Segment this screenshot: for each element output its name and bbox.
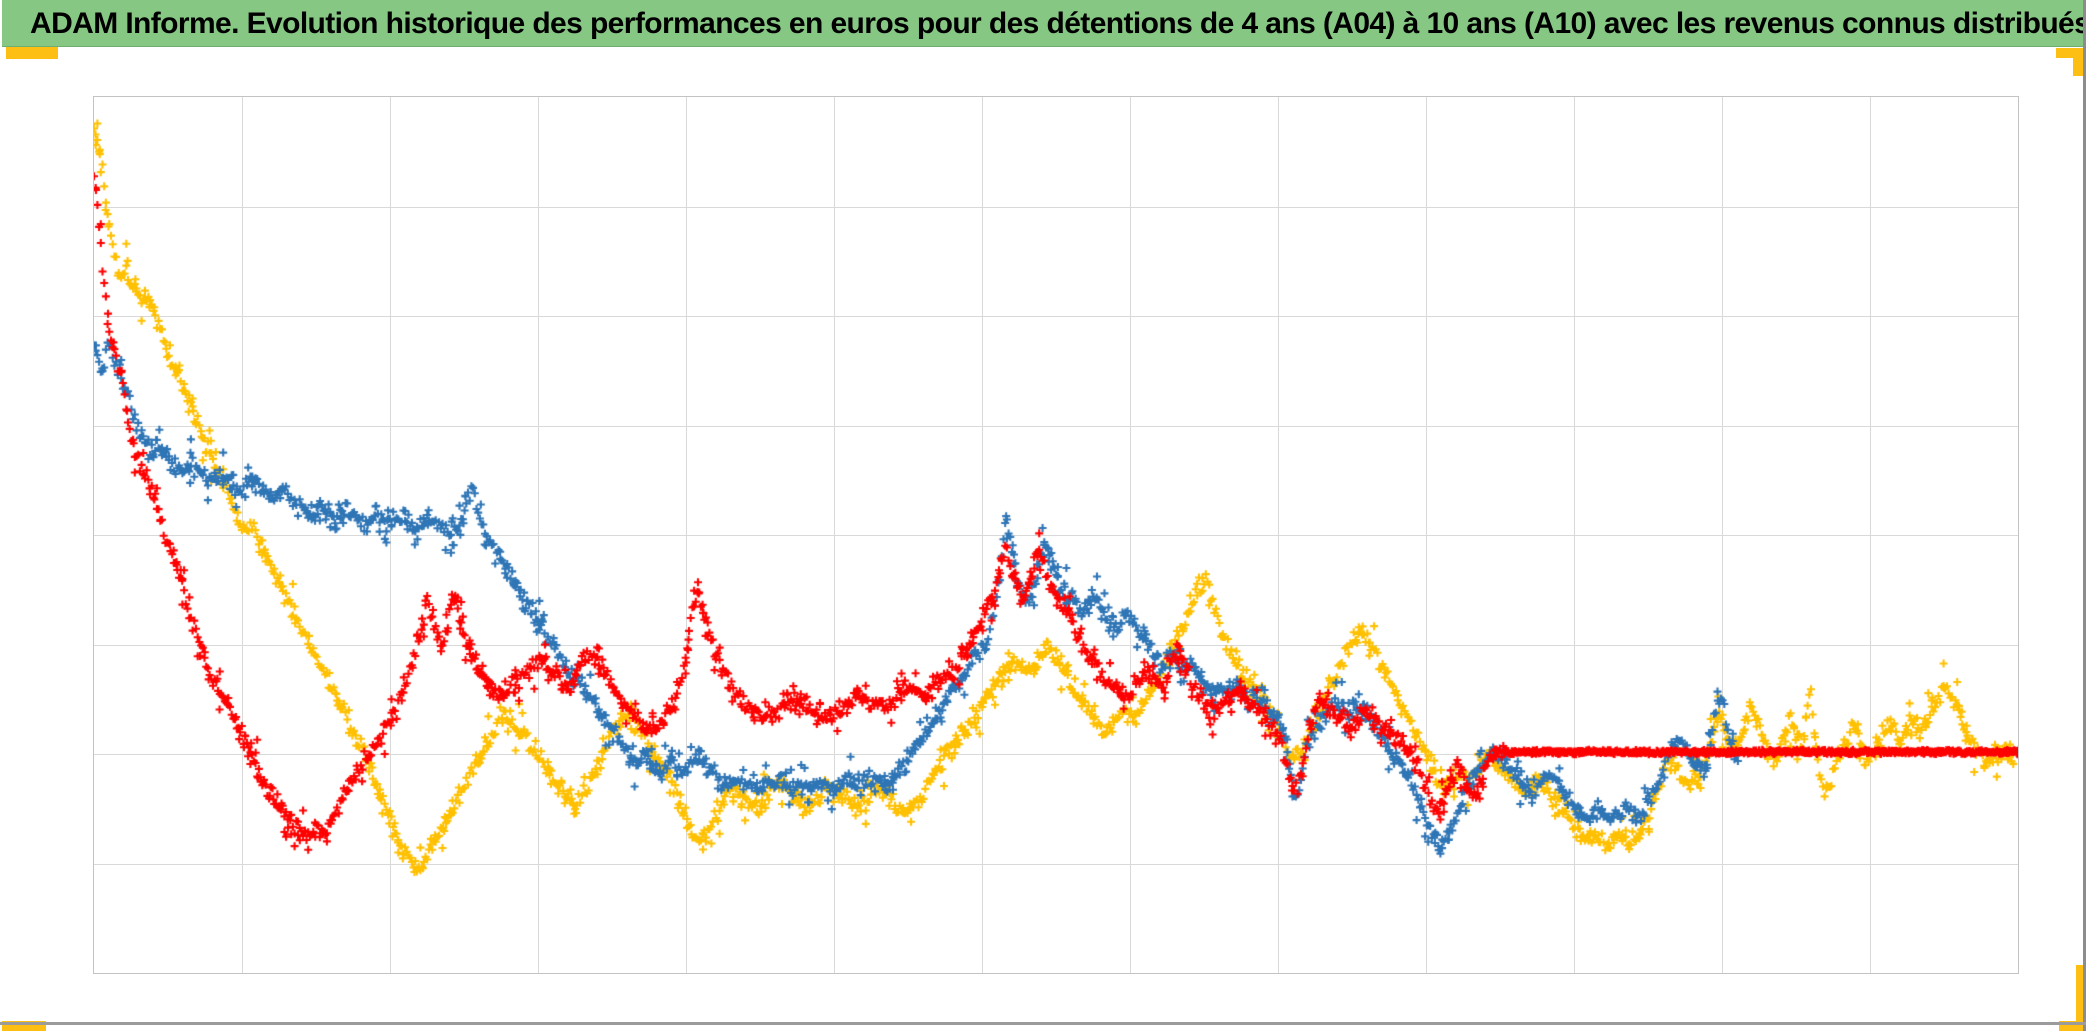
selection-handle-top-left[interactable]	[6, 47, 58, 59]
scatter-series-canvas	[94, 97, 2018, 973]
embedded-chart-object[interactable]	[0, 47, 2084, 1022]
chart-title-bar: ADAM Informe. Evolution historique des p…	[2, 0, 2086, 47]
window-right-edge	[2083, 0, 2086, 1031]
plot-area	[93, 96, 2019, 974]
selection-bracket-bottom-right-v[interactable]	[2076, 965, 2084, 1031]
window-bottom-edge	[0, 1022, 2086, 1025]
selection-bracket-top-right-v[interactable]	[2073, 48, 2084, 76]
selection-bracket-top-right-h[interactable]	[2056, 48, 2084, 58]
selection-bracket-bottom-right-foot[interactable]	[2059, 1021, 2084, 1031]
selection-handle-bottom-left[interactable]	[2, 1021, 46, 1031]
